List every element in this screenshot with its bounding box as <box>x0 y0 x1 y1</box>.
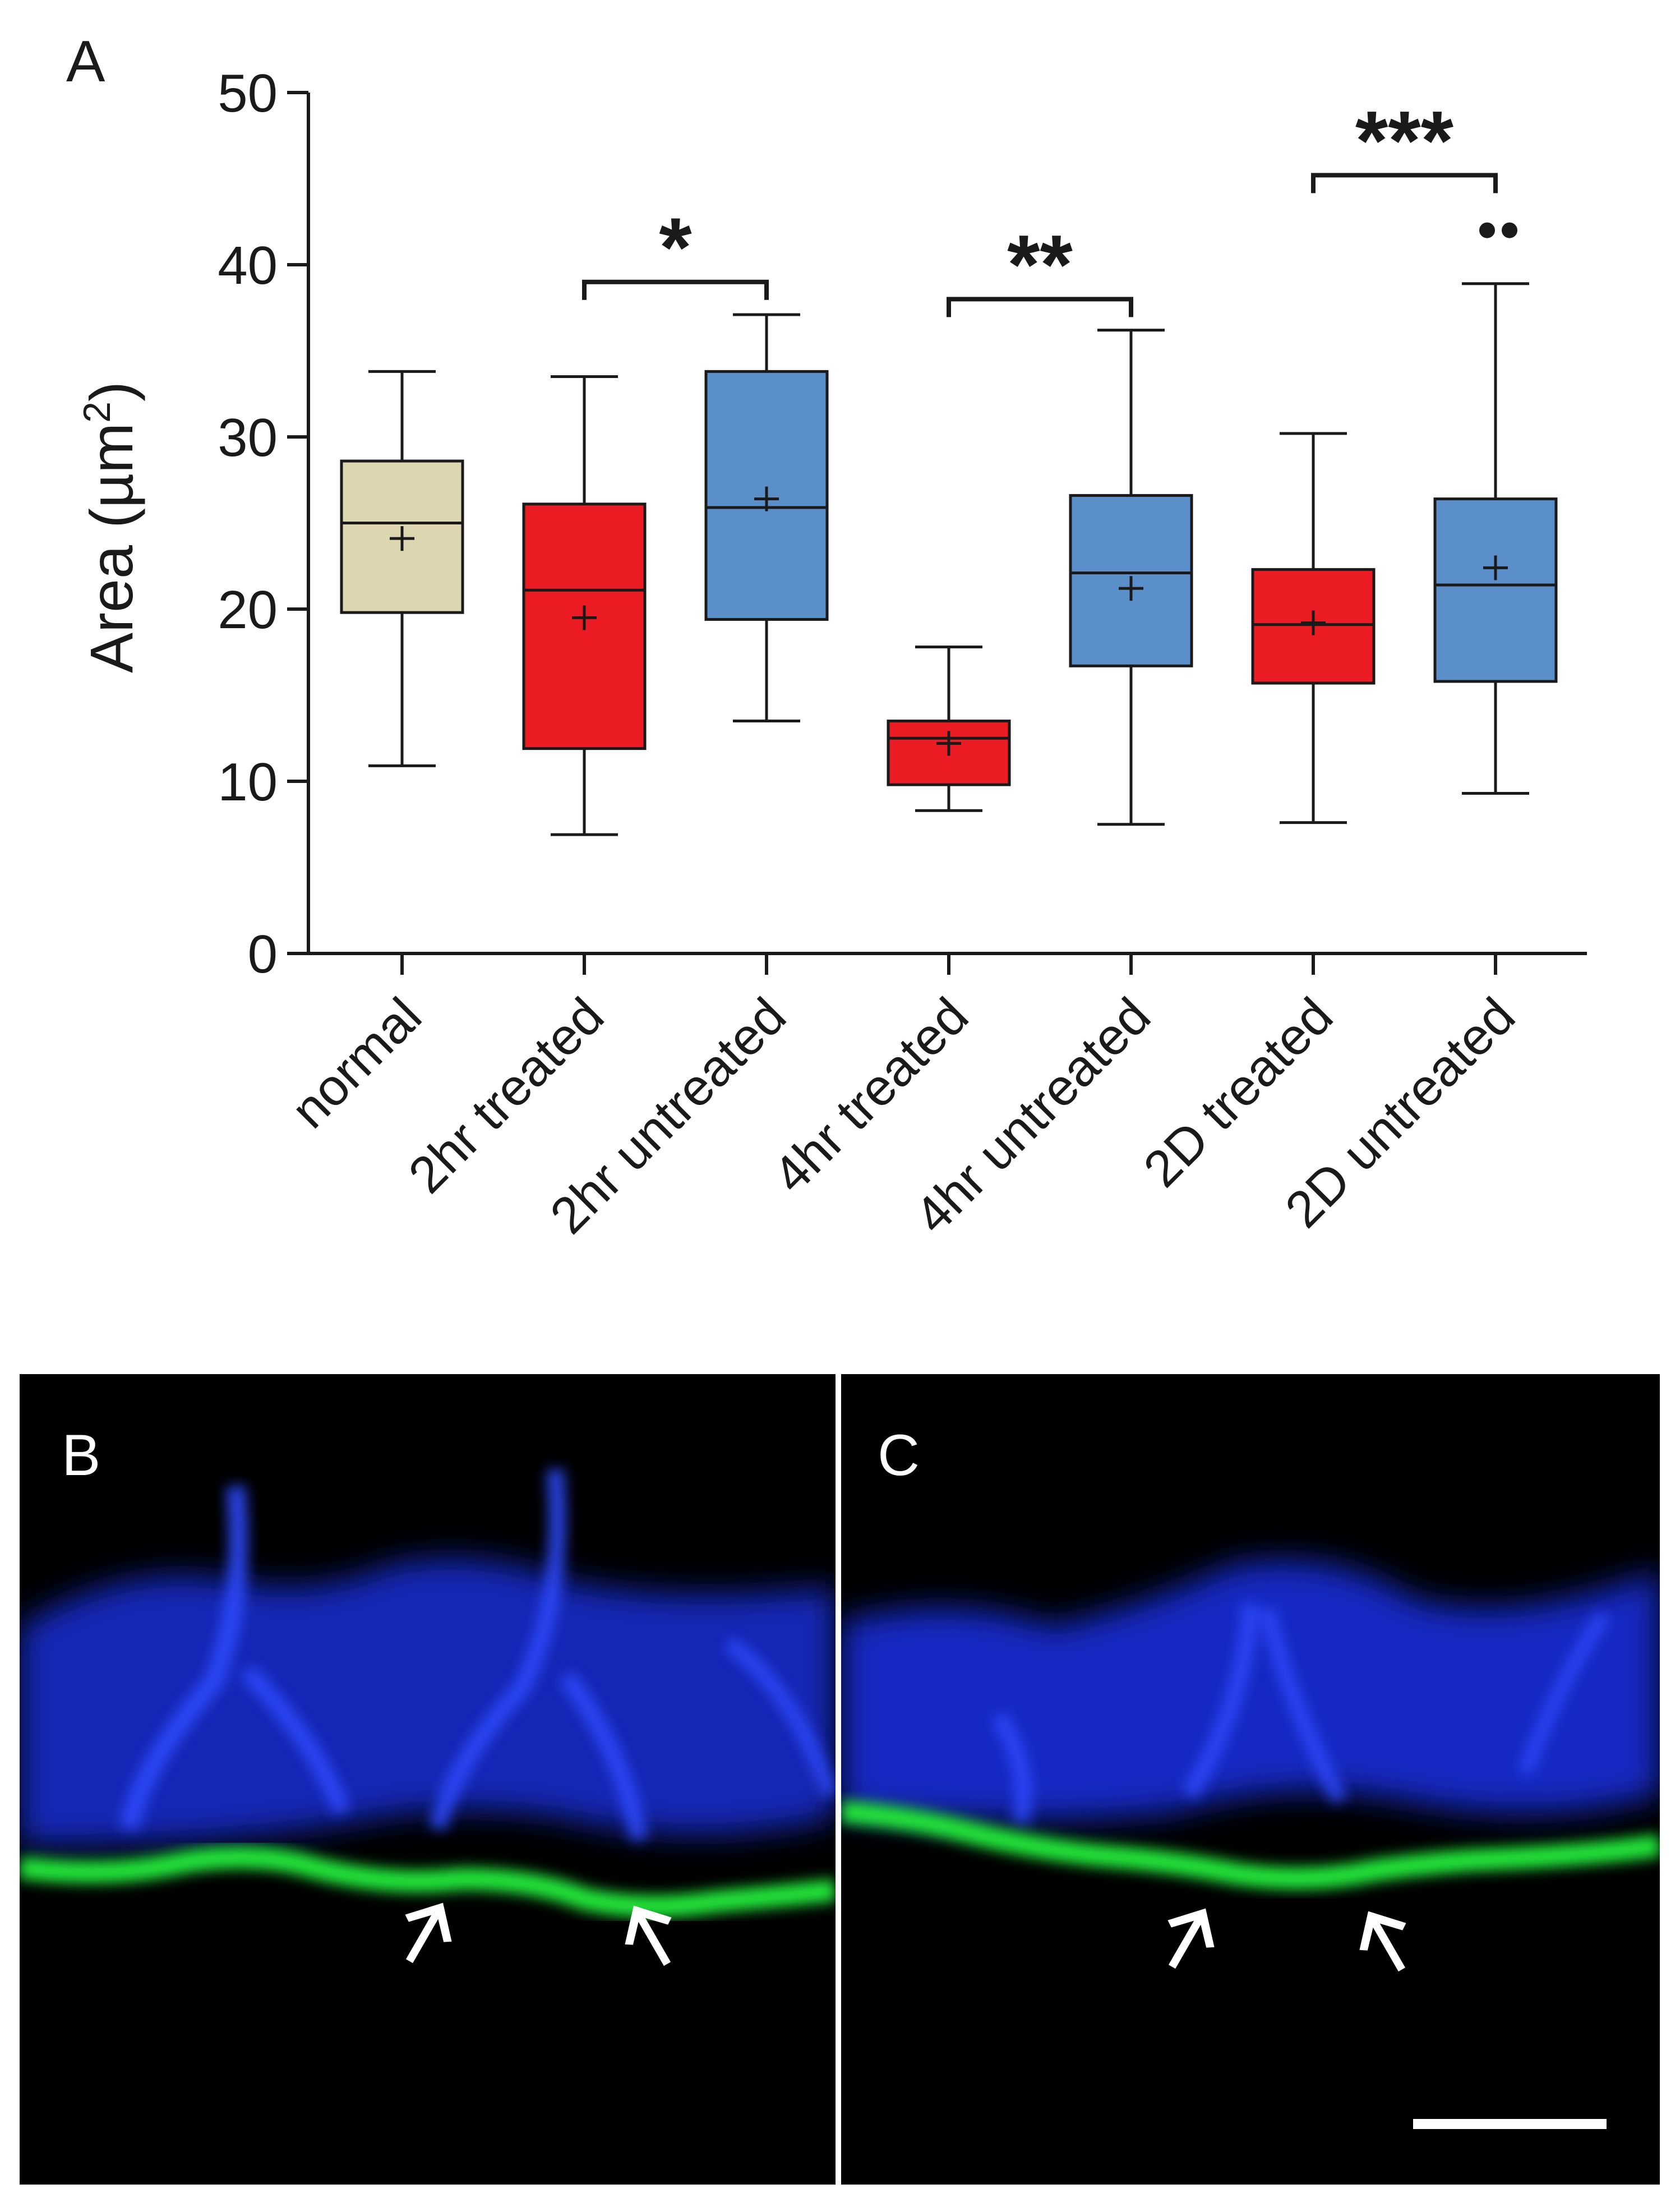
panel-a-label: A <box>66 29 105 94</box>
arrow-icon <box>405 1902 452 1964</box>
panel-c-label: C <box>878 1423 920 1488</box>
arrow-icon <box>625 1905 672 1966</box>
box-6 <box>1251 432 1376 824</box>
y-tick-label: 30 <box>218 408 278 468</box>
mean-marker <box>1301 610 1326 635</box>
mean-marker <box>754 486 779 512</box>
micrograph-b-arrows <box>405 1902 672 1966</box>
arrow-icon <box>1167 1908 1215 1969</box>
bracket-line <box>947 297 1133 317</box>
micrograph-b: B <box>20 1374 836 2185</box>
mean-marker <box>572 605 597 630</box>
box-1 <box>340 370 464 767</box>
box-2 <box>522 375 647 836</box>
bracket-line <box>1311 173 1498 193</box>
scale-bar <box>1413 2119 1607 2129</box>
arrow-icon <box>1359 1911 1406 1972</box>
micrograph-c-blue-signal <box>841 1560 1660 1820</box>
mean-marker <box>1119 576 1143 601</box>
y-tick-label: 0 <box>248 924 278 984</box>
y-tick-label: 10 <box>218 752 278 812</box>
y-tick-label: 20 <box>218 580 278 640</box>
box-3 <box>704 313 829 723</box>
mean-marker <box>390 526 414 551</box>
box-iqr <box>340 459 464 614</box>
bracket-line <box>582 279 769 300</box>
outlier-point <box>1479 222 1495 238</box>
micrograph-b-green-signal <box>20 1846 836 1918</box>
x-tick-label: normal <box>280 987 432 1139</box>
y-tick-label: 50 <box>218 63 278 123</box>
significance-bracket: * <box>582 200 769 300</box>
significance-label: *** <box>1355 93 1454 187</box>
mean-marker <box>1483 555 1508 580</box>
y-axis-title: Area (µm2) <box>76 381 145 673</box>
significance-bracket: *** <box>1311 93 1498 193</box>
significance-bracket: ** <box>947 217 1133 317</box>
outlier-point <box>1502 222 1517 238</box>
panel-b-label: B <box>62 1423 100 1488</box>
box-4 <box>887 646 1011 812</box>
y-tick-label: 40 <box>218 236 278 296</box>
significance-label: * <box>659 200 692 294</box>
box-7 <box>1433 222 1558 795</box>
significance-label: ** <box>1007 217 1073 311</box>
box-iqr <box>1433 497 1558 683</box>
box-5 <box>1069 329 1193 826</box>
micrograph-c-green-signal <box>841 1800 1660 1890</box>
micrograph-c-arrows <box>1167 1908 1406 1972</box>
mean-marker <box>936 731 961 756</box>
micrograph-c: C <box>841 1374 1660 2185</box>
